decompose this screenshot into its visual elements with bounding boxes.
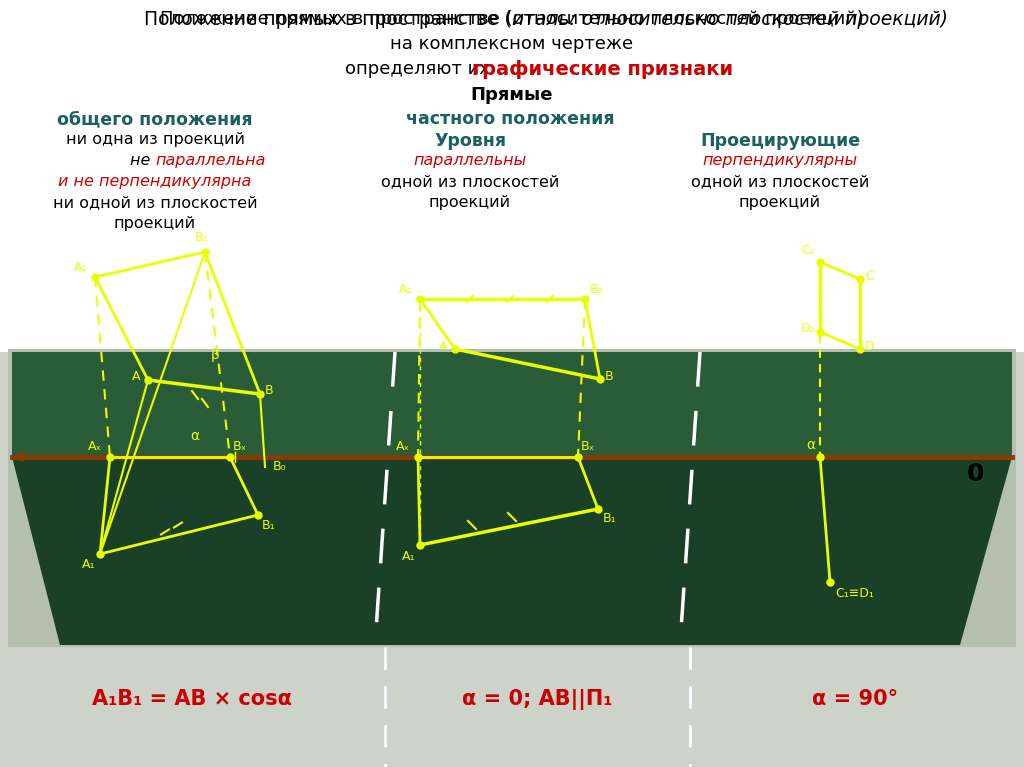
- Text: италь: относительно плоскостей проекций): италь: относительно плоскостей проекций): [512, 10, 948, 29]
- Text: β: β: [211, 348, 219, 362]
- Text: B: B: [605, 370, 613, 383]
- Text: Положение прямых в пространстве (относительно плоскостей проекций): Положение прямых в пространстве (относит…: [160, 10, 864, 28]
- Text: α: α: [806, 438, 815, 452]
- Text: одной из плоскостей: одной из плоскостей: [381, 174, 559, 189]
- FancyBboxPatch shape: [0, 0, 1024, 352]
- Text: A₁: A₁: [401, 550, 415, 563]
- Text: B₁: B₁: [262, 519, 275, 532]
- Text: одной из плоскостей: одной из плоскостей: [691, 174, 869, 189]
- Text: Уровня: Уровня: [434, 132, 506, 150]
- Text: α = 90°: α = 90°: [812, 689, 898, 709]
- Text: и не перпендикулярна: и не перпендикулярна: [58, 174, 252, 189]
- Text: Aₓ: Aₓ: [88, 440, 102, 453]
- Text: общего положения: общего положения: [57, 110, 253, 128]
- Text: D₂: D₂: [801, 322, 815, 335]
- Text: ни одна из проекций: ни одна из проекций: [66, 132, 245, 147]
- FancyBboxPatch shape: [8, 349, 1016, 649]
- Text: C: C: [865, 269, 873, 282]
- Text: проекций: проекций: [114, 216, 196, 231]
- Polygon shape: [12, 457, 1012, 645]
- Text: C₁≡D₁: C₁≡D₁: [835, 587, 873, 600]
- Text: B₁: B₁: [603, 512, 616, 525]
- Text: B: B: [265, 384, 273, 397]
- Text: ни одной из плоскостей: ни одной из плоскостей: [52, 195, 257, 210]
- Text: на комплексном чертеже: на комплексном чертеже: [390, 35, 634, 53]
- Text: B₂: B₂: [590, 283, 603, 296]
- Text: перпендикулярны: перпендикулярны: [702, 153, 857, 168]
- Text: частного положения: частного положения: [406, 110, 614, 128]
- Text: B₀: B₀: [273, 460, 287, 473]
- Text: 0: 0: [967, 462, 984, 486]
- Text: α: α: [190, 429, 200, 443]
- Text: графические признаки: графические признаки: [472, 60, 733, 79]
- FancyBboxPatch shape: [0, 647, 1024, 767]
- Text: Проецирующие: Проецирующие: [700, 132, 860, 150]
- Text: Aₓ: Aₓ: [396, 440, 410, 453]
- Polygon shape: [12, 352, 1012, 457]
- Text: проекций: проекций: [739, 195, 821, 210]
- Text: определяют их: определяют их: [345, 60, 502, 78]
- Text: C₂: C₂: [801, 244, 815, 257]
- Text: A: A: [438, 340, 447, 353]
- Text: B₂: B₂: [196, 231, 209, 244]
- Text: A₂: A₂: [74, 261, 87, 274]
- Text: Прямые: Прямые: [471, 86, 553, 104]
- Text: Bₓ: Bₓ: [233, 440, 247, 453]
- Text: A: A: [131, 370, 140, 384]
- Text: не: не: [129, 153, 155, 168]
- Text: A₂: A₂: [398, 283, 412, 296]
- Text: параллельна: параллельна: [155, 153, 265, 168]
- Text: параллельны: параллельны: [414, 153, 526, 168]
- Text: α = 0; AB||П₁: α = 0; AB||П₁: [462, 689, 612, 709]
- Text: D: D: [865, 340, 874, 353]
- Text: Bₓ: Bₓ: [581, 440, 595, 453]
- Text: проекций: проекций: [429, 195, 511, 210]
- Text: Положение прямых в пространстве (: Положение прямых в пространстве (: [144, 10, 512, 29]
- Text: A₁B₁ = AB × cosα: A₁B₁ = AB × cosα: [92, 689, 292, 709]
- Text: A₁: A₁: [82, 558, 95, 571]
